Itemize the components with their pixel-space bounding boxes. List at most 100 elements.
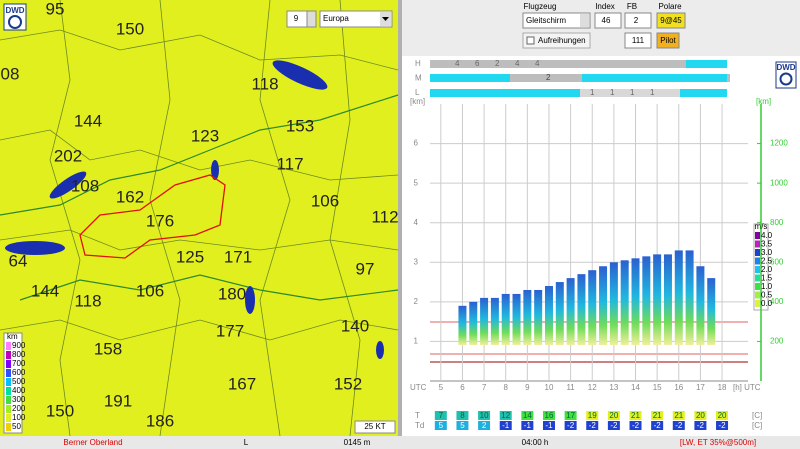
lift-swatch — [755, 257, 760, 265]
td-value: 5 — [439, 421, 444, 430]
lift-scale-label: 3.5 — [761, 240, 773, 249]
td-value: -2 — [675, 421, 683, 430]
t-cell — [607, 411, 620, 420]
td-cell — [716, 421, 729, 430]
h-cell: 4 — [535, 59, 540, 68]
status-layer: L — [244, 438, 249, 447]
td-value: -2 — [697, 421, 705, 430]
map-label: 152 — [334, 374, 362, 393]
legend-swatch — [6, 423, 11, 431]
t-value: 16 — [545, 411, 554, 420]
y2-unit: [km] — [756, 97, 771, 106]
lift-scale-label: 2.0 — [761, 265, 773, 274]
legend-swatch — [6, 369, 11, 377]
lift-swatch — [755, 291, 760, 299]
lift-bar — [588, 270, 597, 345]
status-time: 04:00 h — [522, 438, 549, 447]
td-cell — [629, 421, 642, 430]
t-value: 8 — [460, 411, 465, 420]
lift-bar — [512, 293, 521, 345]
l-cell: 1 — [610, 88, 615, 97]
legend-swatch — [6, 405, 11, 413]
td-cell — [434, 421, 447, 430]
map-label: 177 — [216, 321, 244, 340]
t-value: 20 — [609, 411, 618, 420]
td-cell — [478, 421, 491, 430]
map-label: 153 — [286, 116, 314, 135]
x-tick-label: 18 — [718, 383, 727, 392]
t-cell — [651, 411, 664, 420]
label: FB — [627, 2, 637, 11]
altitude-input[interactable] — [624, 32, 652, 49]
legend-swatch — [6, 360, 11, 368]
y2-tick-label: 200 — [770, 337, 784, 346]
lift-bar — [642, 256, 651, 345]
logo: DWD — [776, 63, 795, 72]
t-value: 21 — [674, 411, 683, 420]
map-label: 97 — [356, 259, 375, 278]
lift-bar — [653, 254, 662, 345]
status-region: Berner Oberland — [63, 438, 122, 447]
legend-swatch — [6, 387, 11, 395]
fb-input[interactable] — [624, 12, 652, 29]
map-label: 167 — [228, 374, 256, 393]
t-cell — [716, 411, 729, 420]
map-label: 118 — [251, 74, 278, 93]
legend-unit: km — [7, 332, 18, 341]
x-tick-label: 12 — [588, 383, 597, 392]
td-value: 5 — [460, 421, 465, 430]
td-cell — [499, 421, 512, 430]
label: Flugzeug — [524, 2, 557, 11]
td-value: -2 — [567, 421, 575, 430]
legend-label: 100 — [12, 413, 26, 422]
scale: 25 KT — [364, 422, 385, 431]
t-value: 7 — [439, 411, 444, 420]
layer-label: H — [415, 59, 421, 68]
lift-scale-label: 0.5 — [761, 291, 773, 300]
td-value: -2 — [589, 421, 597, 430]
lift-bar — [696, 266, 705, 345]
td-label: Td — [415, 421, 424, 430]
lift-bar — [490, 297, 499, 345]
map-label: 08 — [1, 64, 20, 83]
polar: 9@45 — [660, 16, 682, 25]
td-value: -2 — [654, 421, 662, 430]
td-value: -2 — [632, 421, 640, 430]
x-tick-label: 17 — [696, 383, 705, 392]
polar-button[interactable] — [656, 12, 686, 29]
region-select[interactable] — [319, 10, 393, 28]
map-label: 140 — [341, 316, 369, 335]
map-label: 150 — [46, 401, 74, 420]
fb: 2 — [634, 16, 639, 25]
x-label: UTC — [410, 383, 427, 392]
region: Europa — [323, 14, 349, 23]
lift-swatch — [755, 266, 760, 273]
map-label: 180 — [218, 284, 246, 303]
pilot-button[interactable] — [656, 32, 680, 49]
lift-bar — [544, 286, 553, 345]
temp-unit: [C] — [752, 421, 762, 430]
td-cell — [521, 421, 534, 430]
map-label: 106 — [136, 281, 164, 300]
lineup-checkbox[interactable] — [522, 32, 591, 49]
index-input[interactable] — [594, 12, 622, 29]
map-label: 176 — [146, 211, 174, 230]
t-cell — [434, 411, 447, 420]
lift-scale-label: 1.5 — [761, 274, 773, 283]
t-label: T — [415, 411, 420, 420]
y-tick-label: 2 — [414, 297, 419, 306]
t-cell — [499, 411, 512, 420]
map-label: 118 — [74, 291, 101, 310]
h-cell: 4 — [455, 59, 460, 68]
aircraft-select[interactable] — [522, 12, 591, 29]
lift-bar — [501, 293, 510, 345]
lift-scale-label: 4.0 — [761, 231, 773, 240]
lift-bar — [631, 258, 640, 345]
td-value: -2 — [610, 421, 618, 430]
map-label: 117 — [276, 154, 303, 173]
l-cell: 1 — [650, 88, 655, 97]
lift-bar — [555, 282, 564, 345]
map-label: 112 — [371, 207, 398, 226]
legend-swatch — [6, 378, 11, 386]
